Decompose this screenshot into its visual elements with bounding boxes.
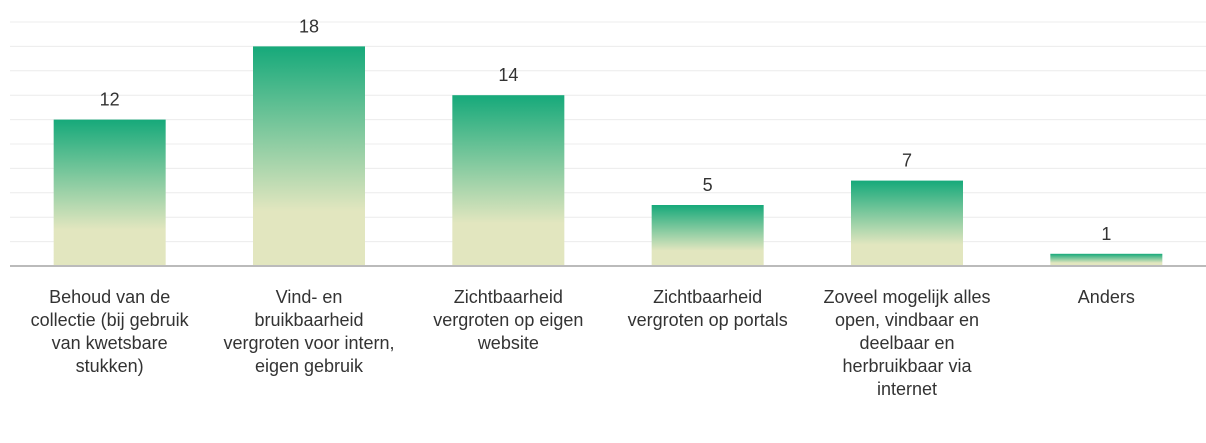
bar [253,46,365,267]
x-tick-label: Zoveel mogelijk alles open, vindbaar en … [823,287,991,399]
bar [452,95,565,266]
value-label: 18 [299,16,319,36]
x-tick-label: Zichtbaarheid vergroten op eigen website [433,287,584,353]
x-tick-label: Zichtbaarheid vergroten op portals [627,287,788,330]
x-tick-label: Vind- en bruikbaarheid vergroten voor in… [223,287,395,376]
value-label: 12 [100,90,120,110]
value-label: 7 [902,151,912,171]
value-label: 5 [703,175,713,195]
value-label: 1 [1101,224,1111,244]
x-tick-label: Behoud van de collectie (bij gebruik van… [30,287,189,376]
bar [1050,253,1163,266]
bar [53,119,166,266]
x-tick-label: Anders [1077,287,1135,307]
value-label: 14 [498,65,518,85]
bar [851,180,963,266]
bar [651,205,764,266]
